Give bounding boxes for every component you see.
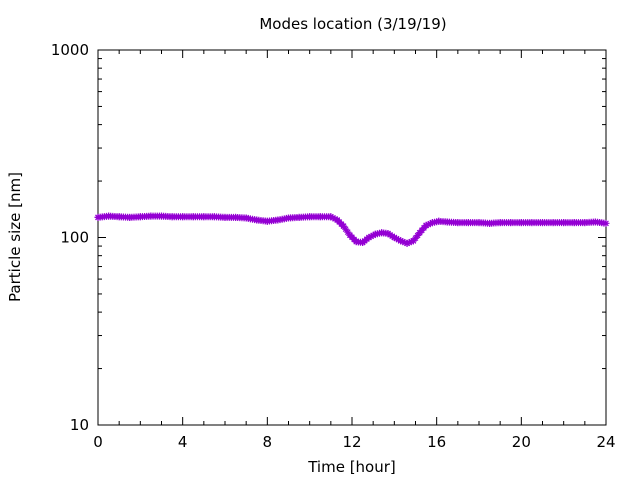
data-point: [306, 213, 314, 221]
series: [94, 212, 610, 247]
data-point: [158, 212, 165, 220]
data-point: [200, 213, 208, 221]
data-point: [475, 219, 483, 227]
series-marker: [344, 228, 352, 236]
data-point: [549, 219, 557, 227]
data-point: [428, 219, 436, 227]
series-marker: [369, 231, 377, 239]
data-point: [507, 219, 515, 227]
data-point: [115, 213, 123, 221]
data-point: [591, 218, 599, 226]
data-point: [409, 237, 417, 245]
data-point: [253, 216, 261, 224]
data-point: [352, 238, 360, 246]
x-tick-label: 4: [178, 433, 188, 451]
data-point: [443, 218, 451, 226]
x-tick-label: 12: [342, 433, 361, 451]
series-marker: [399, 238, 407, 246]
x-tick-label: 24: [596, 433, 615, 451]
series-marker: [405, 239, 413, 247]
series-group: [94, 212, 610, 247]
x-tick-label: 8: [263, 433, 273, 451]
data-point: [496, 219, 504, 227]
data-point: [378, 229, 386, 237]
series-marker: [395, 236, 403, 244]
series-marker: [426, 220, 434, 228]
data-point: [560, 219, 568, 227]
data-point: [126, 213, 134, 221]
y-tick-label: 100: [60, 229, 89, 247]
series-marker: [329, 214, 337, 222]
y-tick-label: 10: [70, 416, 89, 434]
data-point: [105, 212, 113, 220]
data-point: [464, 219, 472, 227]
data-point: [371, 230, 379, 238]
data-point: [528, 219, 536, 227]
series-marker: [424, 220, 432, 228]
data-point: [581, 219, 589, 227]
y-axis: 10 100 1000: [51, 41, 606, 434]
data-point: [340, 222, 348, 230]
x-axis-label: Time [hour]: [307, 458, 396, 476]
data-point: [517, 219, 525, 227]
x-tick-label: 16: [427, 433, 446, 451]
y-axis-label: Particle size [nm]: [6, 172, 24, 302]
data-point: [94, 213, 102, 221]
data-point: [422, 221, 430, 229]
data-point: [390, 234, 398, 241]
data-point: [327, 213, 335, 221]
data-point: [263, 217, 271, 225]
data-point: [397, 237, 405, 245]
series-marker: [392, 235, 400, 243]
data-point: [147, 212, 155, 220]
data-point: [168, 213, 176, 221]
series-marker: [401, 239, 409, 247]
data-point: [210, 213, 218, 221]
data-point: [365, 234, 373, 241]
series-marker: [407, 238, 415, 246]
data-point: [333, 216, 341, 224]
data-point: [221, 213, 229, 221]
data-point: [316, 213, 324, 221]
data-point: [435, 217, 443, 225]
data-point: [136, 213, 144, 221]
series-marker: [342, 225, 350, 233]
data-point: [602, 219, 610, 227]
minor-ticks: [98, 58, 606, 370]
data-point: [384, 230, 392, 238]
x-tick-label: 20: [512, 433, 531, 451]
data-point: [242, 214, 250, 222]
data-point: [416, 229, 424, 237]
series-marker: [367, 232, 375, 240]
data-point: [295, 213, 303, 221]
data-point: [403, 239, 411, 247]
data-point: [274, 216, 282, 224]
x-axis: 0 4 8 12 16 20 24: [93, 50, 616, 451]
series-marker: [331, 215, 339, 223]
data-point: [285, 214, 292, 222]
data-point: [539, 219, 546, 227]
data-point: [486, 219, 494, 227]
data-point: [454, 219, 462, 227]
data-point: [570, 219, 578, 227]
data-point: [179, 213, 187, 221]
data-point: [359, 239, 367, 247]
x-tick-label: 0: [93, 433, 103, 451]
data-point: [232, 213, 240, 221]
chart-title: Modes location (3/19/19): [259, 15, 446, 33]
y-tick-label: 1000: [51, 41, 89, 59]
data-point: [346, 231, 354, 239]
data-point: [189, 213, 197, 221]
